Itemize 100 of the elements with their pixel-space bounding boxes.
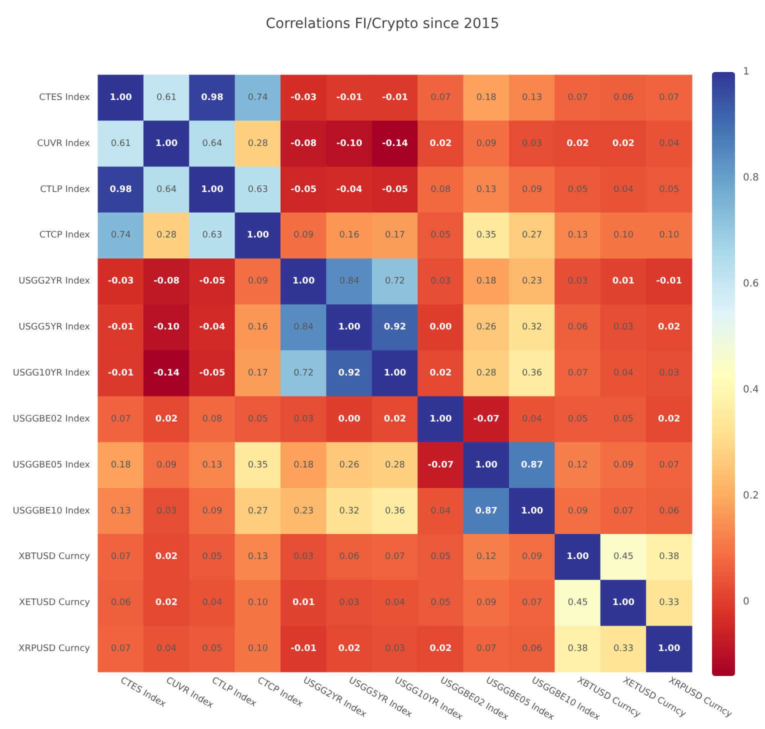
y-tick-label: USGGBE05 Index — [12, 460, 91, 470]
data-label: 0.98 — [201, 92, 224, 103]
data-label: 0.27 — [248, 506, 268, 516]
data-label: -0.10 — [336, 138, 362, 149]
data-label: 0.28 — [248, 138, 268, 149]
data-label: 0.38 — [659, 552, 680, 562]
data-label: 0.10 — [248, 644, 268, 654]
data-label: 0.03 — [156, 506, 177, 516]
data-label: 0.07 — [430, 92, 451, 103]
data-label: 0.13 — [110, 506, 131, 516]
data-label: 0.07 — [568, 92, 588, 103]
data-label: -0.01 — [656, 276, 682, 287]
data-label: 0.38 — [568, 644, 588, 654]
data-label: -0.01 — [108, 322, 134, 333]
data-label: 0.02 — [430, 644, 452, 654]
data-label: -0.10 — [154, 322, 180, 333]
data-label: 0.18 — [476, 92, 497, 103]
data-label: 0.61 — [156, 92, 177, 103]
data-label: 0.06 — [522, 644, 542, 654]
data-label: 1.00 — [384, 368, 406, 378]
data-label: 0.02 — [384, 414, 406, 424]
data-label: 0.09 — [202, 506, 223, 516]
color-bar-label: 1 — [743, 66, 750, 78]
data-label: 0.64 — [156, 184, 177, 195]
data-label: 0.02 — [658, 414, 680, 424]
data-label: 0.05 — [430, 552, 451, 562]
data-label: 0.05 — [659, 184, 680, 195]
data-label: 0.03 — [384, 644, 406, 654]
data-label: 0.72 — [384, 276, 406, 287]
data-label: 0.07 — [110, 644, 131, 654]
data-label: 0.03 — [659, 368, 680, 378]
data-label: 0.04 — [659, 138, 680, 149]
data-label: -0.01 — [382, 92, 408, 103]
data-label: 0.05 — [613, 414, 634, 424]
data-label: 0.12 — [568, 460, 588, 470]
data-label: 0.02 — [430, 138, 452, 149]
data-label: 0.01 — [292, 598, 315, 608]
color-bar-label: 0.8 — [743, 172, 759, 184]
data-label: 0.09 — [294, 230, 314, 241]
data-label: -0.07 — [428, 460, 454, 470]
data-label: 0.04 — [430, 506, 451, 516]
data-label: 0.04 — [202, 598, 223, 608]
data-label: 0.09 — [156, 460, 177, 470]
data-label: 0.06 — [613, 92, 634, 103]
data-label: 0.04 — [613, 184, 634, 195]
data-label: 0.05 — [430, 598, 451, 608]
data-label: 0.08 — [202, 414, 223, 424]
data-label: 1.00 — [338, 322, 360, 333]
data-label: 0.18 — [294, 460, 314, 470]
chart-title: Correlations FI/Crypto since 2015 — [266, 16, 500, 32]
data-label: -0.05 — [290, 184, 317, 195]
data-label: -0.05 — [199, 368, 226, 378]
data-label: 0.02 — [155, 552, 178, 562]
data-label: 0.04 — [613, 368, 634, 378]
y-tick-label: USGGBE10 Index — [12, 506, 91, 516]
color-bar-label: 0.2 — [743, 490, 759, 502]
data-label: 0.64 — [202, 138, 223, 149]
data-label: 0.01 — [612, 276, 635, 287]
data-label: 0.07 — [384, 552, 406, 562]
data-label: 1.00 — [201, 184, 224, 195]
data-label: 0.03 — [430, 276, 451, 287]
data-label: 0.07 — [110, 552, 131, 562]
data-label: 0.04 — [156, 644, 177, 654]
y-tick-label: USGGBE02 Index — [12, 414, 91, 424]
data-label: 0.10 — [659, 230, 680, 241]
color-bar-label: 0 — [743, 596, 750, 608]
data-label: 0.33 — [659, 598, 680, 608]
data-label: 1.00 — [292, 276, 315, 287]
data-label: 0.32 — [339, 506, 360, 516]
data-label: 0.09 — [568, 506, 588, 516]
data-label: 0.28 — [384, 460, 406, 470]
data-label: 0.74 — [110, 230, 132, 241]
data-label: 0.02 — [155, 414, 178, 424]
data-label: 0.09 — [476, 138, 497, 149]
data-label: 0.92 — [338, 368, 360, 378]
data-label: 0.35 — [248, 460, 268, 470]
data-label: 0.28 — [156, 230, 177, 241]
data-label: 0.03 — [294, 552, 314, 562]
data-label: 0.02 — [338, 644, 360, 654]
data-label: 0.02 — [430, 368, 452, 378]
data-label: 0.63 — [248, 184, 268, 195]
data-label: 0.98 — [110, 184, 132, 195]
data-label: 0.07 — [522, 598, 542, 608]
y-tick-label: USGG5YR Index — [18, 322, 91, 333]
data-label: 0.07 — [659, 460, 680, 470]
data-label: 0.06 — [339, 552, 360, 562]
data-label: 0.07 — [568, 368, 588, 378]
data-label: 0.10 — [248, 598, 268, 608]
data-label: 0.00 — [430, 322, 452, 333]
data-label: -0.03 — [290, 92, 317, 103]
data-label: 0.28 — [476, 368, 497, 378]
data-label: 0.16 — [248, 322, 268, 333]
data-label: 1.00 — [658, 644, 680, 654]
data-label: 0.32 — [522, 322, 542, 333]
y-tick-label: USGG10YR Index — [12, 368, 91, 378]
data-label: 0.33 — [613, 644, 634, 654]
data-label: 0.18 — [110, 460, 132, 470]
data-label: 0.03 — [339, 598, 360, 608]
data-label: 0.06 — [659, 506, 680, 516]
data-label: 0.06 — [568, 322, 588, 333]
